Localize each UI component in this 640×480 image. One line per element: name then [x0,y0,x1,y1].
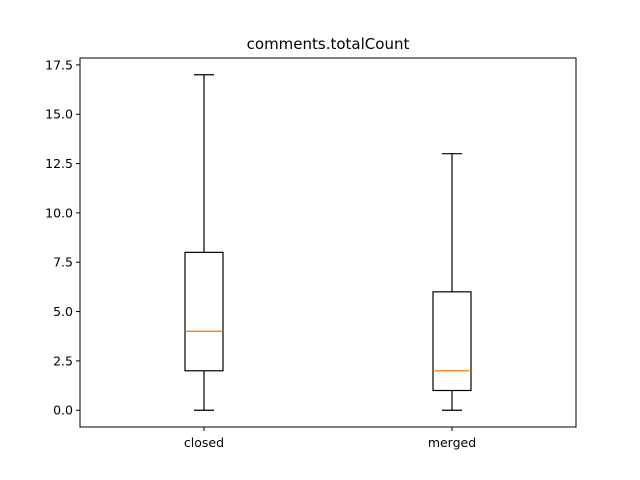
x-tick-label: closed [184,435,224,450]
y-tick-label: 7.5 [53,255,73,270]
y-tick-label: 0.0 [53,403,73,418]
iqr-box [432,291,472,392]
iqr-box [184,251,224,372]
y-tick-label: 2.5 [53,353,73,368]
chart-title: comments.totalCount [247,35,410,53]
y-tick-label: 10.0 [45,205,73,220]
y-tick-label: 12.5 [45,156,73,171]
plot-area: 0.0 2.5 5.0 7.5 10.0 12.5 15.0 17.5 closed merged [45,57,476,450]
y-tick-label: 15.0 [45,107,73,122]
x-tick-label: merged [428,435,476,450]
y-tick-label: 17.5 [45,57,73,72]
y-tick-label: 5.0 [53,304,73,319]
axes-frame [79,57,577,428]
